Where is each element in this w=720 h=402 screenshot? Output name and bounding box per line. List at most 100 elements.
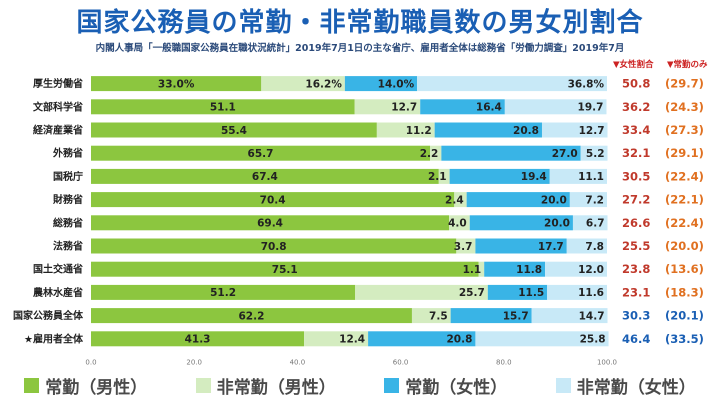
legend-swatch-regular-male <box>24 377 40 393</box>
data-label-nonregular-male: 7.5 <box>429 310 448 322</box>
female-ratio-header: ▼女性割合 <box>613 60 654 70</box>
bar-segment-nonregular-male <box>454 192 467 208</box>
category-label: 厚生労働省 <box>33 77 83 90</box>
female-ratio-value: 25.5 <box>622 239 650 253</box>
legend-item-regular-female: 常勤（女性） <box>384 373 507 398</box>
bar-segment-nonregular-male <box>478 261 485 277</box>
female-ratio-value: 26.6 <box>622 216 650 230</box>
bar-segment-nonregular-male <box>430 145 442 161</box>
legend-swatch-nonregular-female <box>555 377 571 393</box>
category-label: 国家公務員全体 <box>13 309 84 322</box>
bar-segment-nonregular-female <box>549 168 607 184</box>
female-ratio-value: 30.3 <box>622 309 650 323</box>
bar-segment-regular-female <box>449 168 550 184</box>
x-tick-label: 60.0 <box>393 358 409 366</box>
data-label-nonregular-female: 36.8% <box>568 78 605 90</box>
data-label-nonregular-male: 3.7 <box>454 241 473 253</box>
bar-segment-regular-male <box>91 308 412 324</box>
category-label: 外務省 <box>52 147 83 160</box>
category-label: 文部科学省 <box>33 100 83 113</box>
bar-segment-nonregular-male <box>411 308 451 324</box>
data-label-regular-female: 15.7 <box>503 310 529 322</box>
bar-segment-nonregular-female <box>580 145 608 161</box>
female-ratio-value: 50.8 <box>622 77 650 91</box>
regular-only-value: (18.3) <box>665 285 704 299</box>
data-label-regular-male: 65.7 <box>248 148 274 160</box>
female-ratio-value: 46.4 <box>622 332 650 346</box>
bar-segment-regular-male <box>91 122 377 138</box>
bar-segment-nonregular-male <box>449 215 470 231</box>
bar-segment-nonregular-male <box>438 168 450 184</box>
chart-subtitle: 内閣人事局「一般職国家公務員在職状況統計」2019年7月1日の主な省庁、雇用者全… <box>95 43 625 54</box>
data-label-nonregular-female: 14.7 <box>579 310 605 322</box>
legend-label-regular-male: 常勤（男性） <box>45 377 148 398</box>
category-label: 財務省 <box>52 193 83 206</box>
bar-segment-nonregular-female <box>531 308 608 324</box>
data-label-nonregular-female: 7.8 <box>585 241 604 253</box>
bar-segment-nonregular-male <box>354 99 421 115</box>
data-label-regular-male: 33.0% <box>158 78 195 90</box>
legend-item-nonregular-male: 非常勤（男性） <box>195 373 336 398</box>
legend-item-nonregular-female: 非常勤（女性） <box>555 373 696 398</box>
data-label-nonregular-male: 12.7 <box>391 102 417 114</box>
regular-only-header: ▼常勤のみ <box>667 60 708 70</box>
bar-segment-nonregular-male <box>456 238 476 254</box>
data-label-regular-male: 70.8 <box>261 241 287 253</box>
data-label-regular-female: 17.7 <box>538 241 564 253</box>
data-label-regular-female: 16.4 <box>476 102 502 114</box>
data-label-nonregular-female: 7.2 <box>585 194 604 206</box>
bar-segment-regular-male <box>91 145 431 161</box>
x-tick-label: 20.0 <box>186 358 202 366</box>
category-label: 農林水産省 <box>33 286 83 299</box>
data-label-nonregular-male: 2.4 <box>445 194 464 206</box>
female-ratio-value: 30.5 <box>622 169 650 183</box>
bar-segment-regular-female <box>368 331 476 347</box>
data-label-nonregular-male: 25.7 <box>459 287 485 299</box>
bar-segment-nonregular-male <box>376 122 435 138</box>
regular-only-value: (22.4) <box>665 169 704 183</box>
bar-segment-regular-female <box>344 76 418 92</box>
bar-segment-nonregular-female <box>569 192 607 208</box>
legend-label-nonregular-female: 非常勤（女性） <box>576 377 696 398</box>
bar-segment-nonregular-male <box>304 331 369 347</box>
bar-segment-regular-female <box>484 261 546 277</box>
bar-segment-regular-male <box>91 192 455 208</box>
x-tick-label: 80.0 <box>496 358 512 366</box>
bar-segment-nonregular-male <box>355 284 488 300</box>
category-label: 国税庁 <box>53 170 83 183</box>
data-label-nonregular-female: 6.7 <box>586 218 605 230</box>
bar-segment-regular-female <box>475 238 567 254</box>
data-label-nonregular-male: 1.1 <box>463 264 482 276</box>
regular-only-value: (20.0) <box>665 239 704 253</box>
data-label-regular-female: 20.8 <box>513 125 539 137</box>
x-tick-label: 100.0 <box>597 358 617 366</box>
female-ratio-value: 23.1 <box>622 285 650 299</box>
bar-segment-regular-male <box>91 331 305 347</box>
data-label-nonregular-male: 16.2% <box>305 78 342 90</box>
female-ratio-value: 27.2 <box>622 193 650 207</box>
legend-label-nonregular-male: 非常勤（男性） <box>216 377 336 398</box>
chart-legend: 常勤（男性） 非常勤（男性） 常勤（女性） 非常勤（女性） <box>0 370 720 400</box>
chart-title: 国家公務員の常勤・非常勤職員数の男女別割合 <box>76 8 644 38</box>
bar-segment-regular-female <box>466 192 570 208</box>
regular-only-value: (24.3) <box>665 100 704 114</box>
data-label-regular-female: 14.0% <box>378 78 415 90</box>
data-label-regular-male: 62.2 <box>239 310 265 322</box>
data-label-regular-male: 67.4 <box>252 171 278 183</box>
bar-segment-nonregular-female <box>572 215 608 231</box>
bar-segment-regular-female <box>441 145 581 161</box>
data-label-nonregular-male: 11.2 <box>406 125 432 137</box>
regular-only-value: (29.1) <box>665 146 704 160</box>
data-label-nonregular-male: 12.4 <box>339 334 365 346</box>
female-ratio-value: 23.8 <box>622 262 650 276</box>
regular-only-value: (22.1) <box>665 193 704 207</box>
female-ratio-value: 33.4 <box>622 123 650 137</box>
category-label: 法務省 <box>53 240 83 253</box>
regular-only-value: (27.3) <box>665 123 704 137</box>
data-label-regular-female: 27.0 <box>552 148 578 160</box>
category-label: 経済産業省 <box>33 124 83 137</box>
data-label-regular-male: 69.4 <box>257 218 283 230</box>
bar-segment-nonregular-female <box>475 331 609 347</box>
data-label-regular-male: 41.3 <box>185 334 211 346</box>
